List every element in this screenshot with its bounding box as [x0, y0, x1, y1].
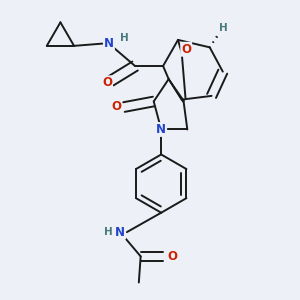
Text: N: N: [156, 123, 166, 136]
Text: H: H: [219, 23, 227, 33]
Text: O: O: [181, 43, 191, 56]
Text: N: N: [104, 37, 114, 50]
Text: O: O: [102, 76, 112, 89]
Text: H: H: [120, 33, 129, 43]
Text: N: N: [115, 226, 125, 238]
Text: O: O: [111, 100, 122, 113]
Text: H: H: [104, 227, 112, 237]
Text: O: O: [167, 250, 177, 263]
Polygon shape: [169, 79, 184, 102]
